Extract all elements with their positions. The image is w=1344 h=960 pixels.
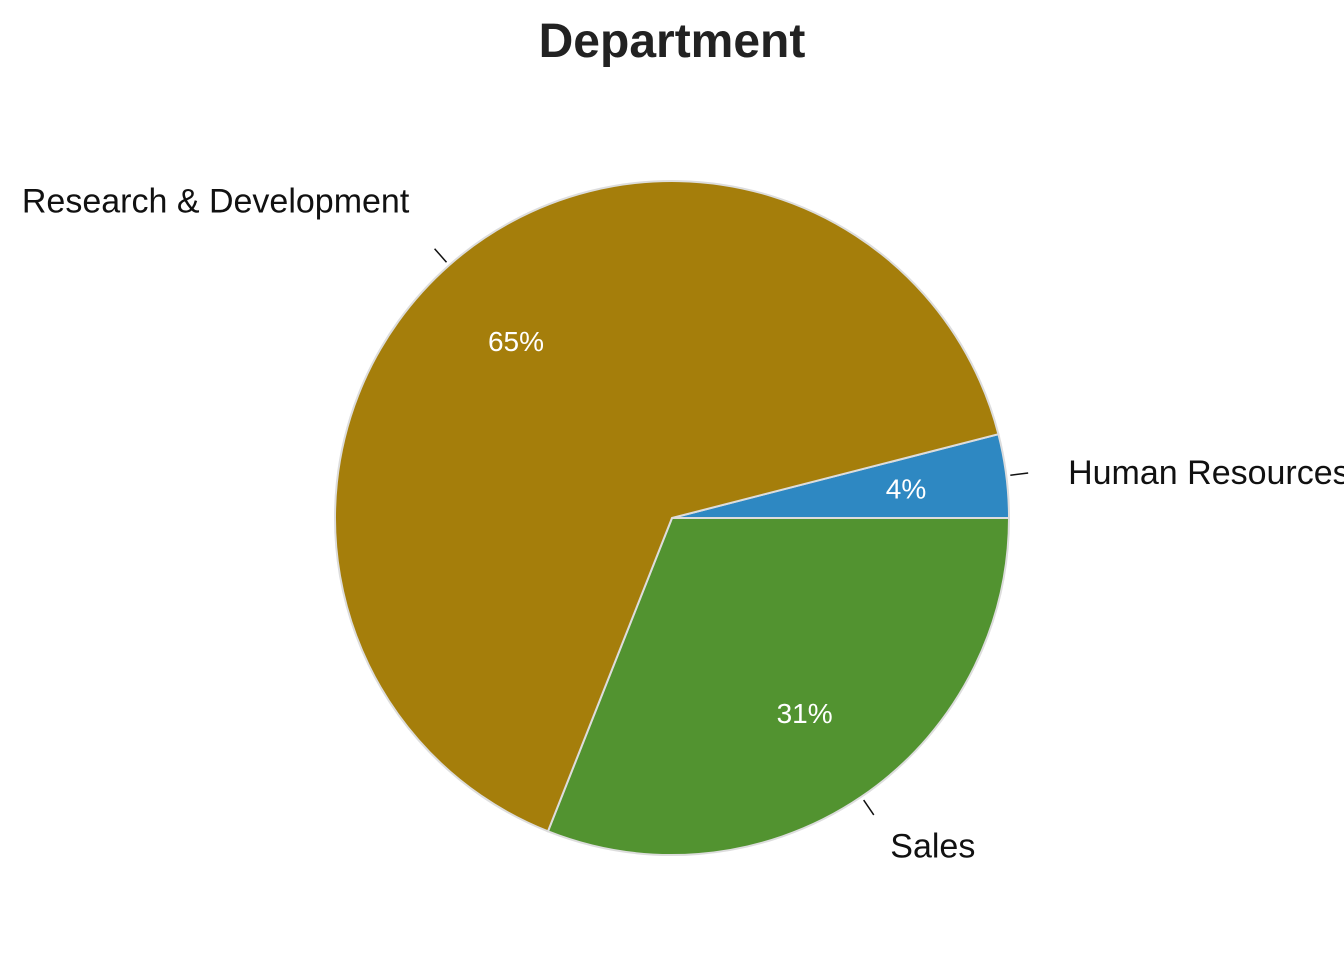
leader-lines: [434, 248, 1029, 816]
label-sales: Sales: [890, 828, 975, 866]
pie-slices: [334, 180, 1011, 856]
pie-slice-sales: [546, 517, 1011, 856]
chart-title: Department: [538, 15, 806, 68]
percent-label: 4%: [886, 473, 926, 504]
percent-label: 65%: [488, 326, 544, 357]
percent-label: 31%: [777, 698, 833, 729]
leader-line: [863, 799, 875, 816]
label-human-resources: Human Resources: [1068, 454, 1344, 492]
slice-labels: 4% Human Resources 31% Sales 65% Research & D…: [22, 183, 1344, 866]
leader-line: [434, 248, 448, 263]
pie-slice-research-development: [334, 180, 1000, 833]
leader-line: [1010, 472, 1029, 477]
label-research-development: Research & Development: [22, 183, 410, 221]
